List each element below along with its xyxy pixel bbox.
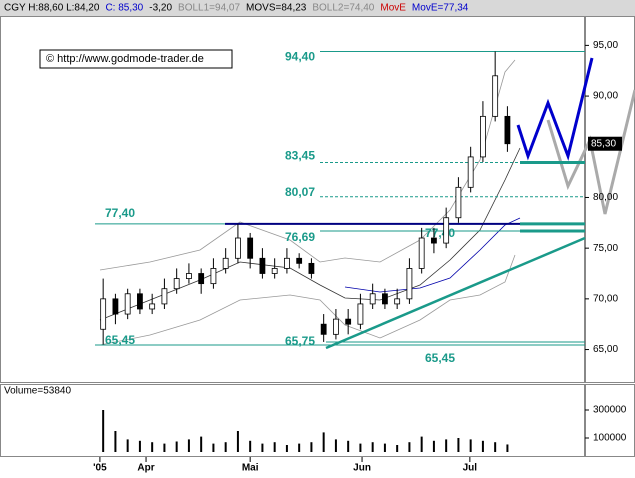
candle-body	[431, 237, 437, 244]
candle-body	[284, 257, 290, 269]
candle-body	[198, 273, 205, 285]
candle-body	[369, 293, 376, 305]
candle-body	[173, 278, 180, 290]
header-item: -3,20	[149, 3, 172, 14]
volume-label: Volume=53840	[4, 386, 71, 397]
x-tick-label: Jun	[353, 463, 371, 474]
level-label: 77,40	[105, 206, 135, 220]
header-bar	[0, 0, 635, 16]
candle-body	[382, 293, 388, 305]
last-price-tag	[588, 136, 622, 151]
candle-body	[161, 288, 168, 305]
copyright-box	[39, 49, 233, 69]
y-tick-label: 90,00	[593, 91, 618, 102]
projection-blue	[516, 57, 594, 162]
level-label: 76,69	[285, 230, 315, 244]
candle-body	[259, 257, 266, 274]
copyright: © http://www.godmode-trader.de	[46, 53, 204, 65]
candle-body	[345, 318, 352, 325]
x-tick-label: Apr	[137, 463, 154, 474]
candle-body	[235, 237, 241, 259]
candle-body	[492, 75, 499, 117]
candle-body	[296, 257, 303, 264]
candle-body	[455, 186, 462, 219]
candle-body	[100, 298, 107, 330]
candle-body	[222, 257, 229, 269]
moving-exp	[344, 217, 521, 293]
level-label: 77,40	[425, 226, 455, 240]
candle-body	[357, 303, 364, 325]
y-tick-label: 80,00	[593, 192, 618, 203]
candle-body	[149, 303, 156, 310]
header-item: CGY H:88,60 L:84,20	[4, 3, 100, 14]
header-item: MOVS=84,23	[246, 3, 307, 14]
level-label: 80,07	[285, 185, 315, 199]
candle-body	[504, 115, 511, 145]
level-label: 65,75	[285, 334, 315, 348]
candle-body	[137, 293, 143, 310]
candle-body	[124, 293, 131, 315]
level-label: 65,45	[105, 333, 135, 347]
candle-body	[480, 115, 486, 158]
candle-body	[467, 156, 474, 188]
volume-tick-label: 100000	[593, 433, 627, 444]
y-tick-label: 95,00	[593, 40, 618, 51]
y-tick-label: 75,00	[593, 243, 618, 254]
level-label: 94,40	[285, 50, 315, 64]
candle-body	[418, 237, 425, 269]
candle-body	[333, 318, 339, 335]
candle-body	[271, 268, 278, 274]
level-label: 83,45	[285, 149, 315, 163]
candle-body	[308, 262, 315, 274]
y-tick-label: 65,00	[593, 344, 618, 355]
volume-tick-label: 300000	[593, 405, 627, 416]
volume-frame	[0, 384, 585, 457]
candle-body	[186, 273, 192, 279]
price-frame	[0, 16, 585, 383]
header-item: MovE	[380, 3, 406, 14]
header-item: MovE=77,34	[412, 3, 469, 14]
header-item: C: 85,30	[105, 3, 143, 14]
x-tick-label: '05	[93, 463, 107, 474]
candle-body	[112, 298, 119, 315]
header-item: BOLL2=74,40	[312, 3, 374, 14]
candle-body	[394, 298, 401, 305]
y-tick-label: 70,00	[593, 293, 618, 304]
candle-body	[320, 323, 327, 335]
candle-body	[406, 268, 413, 300]
candle-body	[247, 237, 254, 259]
level-label: 65,45	[425, 351, 455, 365]
candle-body	[443, 217, 450, 244]
x-tick-label: Mai	[242, 463, 259, 474]
x-tick-label: Jul	[463, 463, 478, 474]
last-price-label: 85,30	[591, 138, 616, 149]
bollinger-lower	[99, 254, 516, 346]
candle-body	[210, 268, 217, 285]
trend-line	[325, 236, 586, 350]
bollinger-upper	[99, 59, 516, 271]
header-item: BOLL1=94,07	[178, 3, 240, 14]
